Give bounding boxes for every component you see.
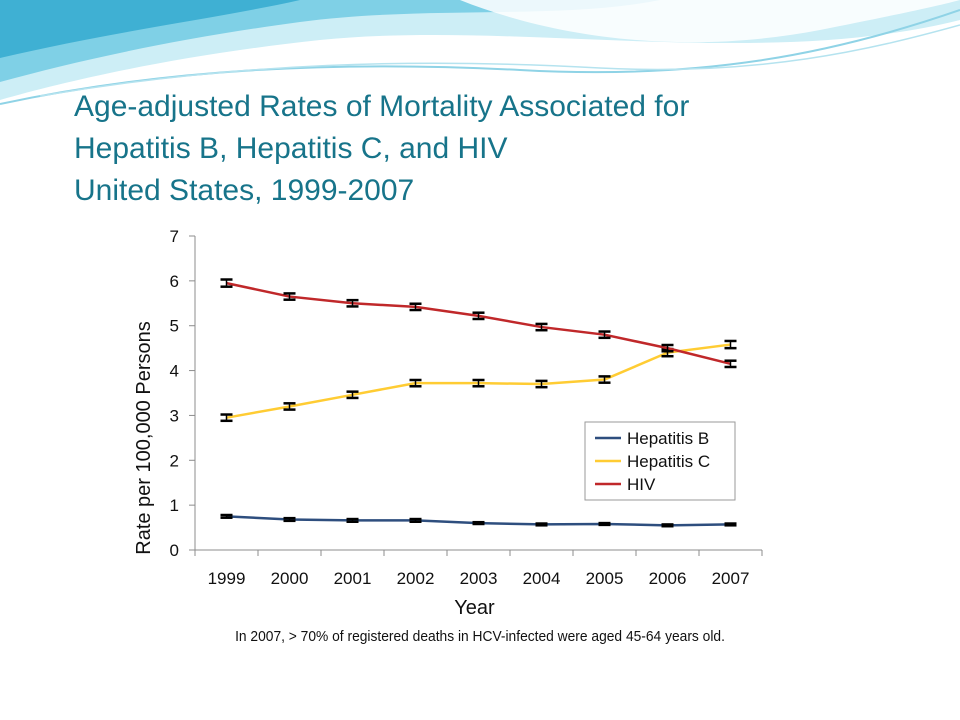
- data-point-hepatitis-c: [724, 339, 737, 350]
- y-axis-title: Rate per 100,000 Persons: [133, 321, 155, 555]
- chart-marks: [220, 278, 737, 528]
- y-tick-label: 3: [170, 406, 179, 425]
- x-tick-label: 2007: [712, 569, 750, 588]
- series-line-hiv: [226, 281, 731, 366]
- legend-label: Hepatitis B: [627, 429, 709, 448]
- slide-title-line-3: United States, 1999-2007: [74, 174, 415, 207]
- legend-label: HIV: [627, 475, 656, 494]
- y-tick-label: 2: [170, 451, 179, 470]
- data-point-hepatitis-b: [220, 513, 233, 519]
- data-point-hepatitis-b: [346, 517, 359, 523]
- x-tick-label: 2003: [460, 569, 498, 588]
- wave-white-swoosh: [460, 0, 960, 43]
- data-point-hepatitis-b: [283, 516, 296, 523]
- chart-legend: Hepatitis B Hepatitis C HIV: [584, 421, 736, 501]
- data-point-hiv: [724, 359, 737, 369]
- data-point-hepatitis-c: [283, 402, 296, 411]
- y-tick-label: 4: [170, 362, 179, 381]
- y-tick-label: 6: [170, 272, 179, 291]
- data-point-hepatitis-c: [409, 378, 422, 388]
- data-point-hiv: [346, 298, 359, 308]
- data-point-hiv: [598, 330, 611, 340]
- y-tick-label: 5: [170, 317, 179, 336]
- x-tick-label: 2006: [649, 569, 687, 588]
- data-point-hepatitis-b: [409, 517, 422, 523]
- data-point-hiv: [283, 292, 296, 301]
- x-tick-label: 2000: [271, 569, 309, 588]
- x-tick-label: 2004: [523, 569, 561, 588]
- data-point-hiv: [409, 302, 422, 312]
- data-point-hepatitis-c: [220, 413, 233, 423]
- data-point-hepatitis-b: [724, 522, 737, 527]
- x-tick-label: 2005: [586, 569, 624, 588]
- data-point-hiv: [535, 322, 548, 332]
- x-tick-label: 2001: [334, 569, 372, 588]
- x-tick-label: 2002: [397, 569, 435, 588]
- chart-axes: 0 1 2 3 4 5 6 7 1999 2000 2001 2002 2003 2004 2005 2006…: [133, 227, 763, 619]
- data-point-hiv: [472, 311, 485, 321]
- data-point-hepatitis-b: [661, 523, 674, 528]
- data-point-hepatitis-c: [472, 378, 485, 388]
- data-point-hepatitis-c: [535, 379, 548, 389]
- data-point-hepatitis-b: [472, 520, 485, 526]
- header-wave-decoration: [0, 0, 960, 105]
- y-tick-label: 7: [170, 227, 179, 246]
- wave-line-2: [39, 24, 960, 97]
- data-point-hepatitis-b: [535, 522, 548, 527]
- y-tick-label: 0: [170, 541, 179, 560]
- y-tick-label: 1: [170, 496, 179, 515]
- wave-band-dark: [0, 0, 300, 58]
- data-point-hepatitis-c: [346, 390, 359, 400]
- data-point-hepatitis-c: [598, 375, 611, 384]
- legend-label: Hepatitis C: [627, 452, 710, 471]
- data-point-hepatitis-b: [598, 521, 611, 527]
- data-point-hiv: [220, 278, 233, 288]
- footnote: In 2007, > 70% of registered deaths in H…: [235, 628, 725, 645]
- slide-title-line-2: Hepatitis B, Hepatitis C, and HIV: [74, 132, 508, 165]
- x-axis-title: Year: [454, 597, 495, 619]
- slide-title-line-1: Age-adjusted Rates of Mortality Associat…: [74, 90, 690, 123]
- slide-title: Age-adjusted Rates of Mortality Associat…: [74, 86, 934, 212]
- data-point-hiv: [661, 343, 674, 353]
- x-tick-label: 1999: [208, 569, 246, 588]
